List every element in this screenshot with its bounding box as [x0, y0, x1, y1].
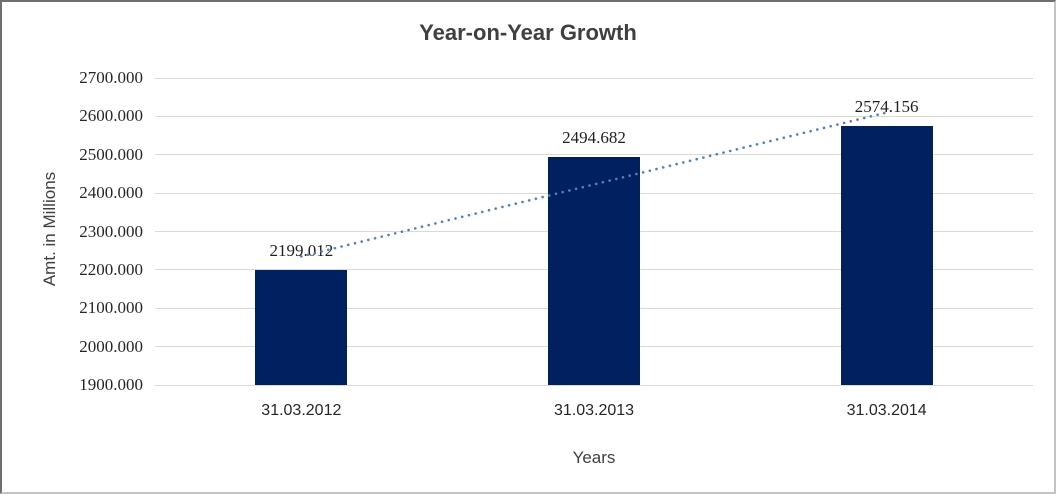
x-axis-title: Years [572, 448, 616, 467]
y-tick-label: 2500.000 [79, 144, 143, 164]
y-axis-tick-labels: 1900.000 2000.000 2100.000 2200.000 2300.000… [2, 68, 143, 394]
chart-title: Year-on-Year Growth [419, 20, 637, 45]
bar-31.03.2012 [255, 270, 348, 385]
bar-value-label: 2199.012 [269, 241, 334, 261]
y-tick-label: 2300.000 [79, 221, 143, 241]
bar-value-label: 2494.682 [562, 127, 626, 147]
x-tick-label: 31.03.2012 [261, 402, 342, 419]
y-tick-label: 1900.000 [79, 375, 143, 394]
y-tick-label: 2600.000 [79, 106, 143, 126]
y-tick-label: 2400.000 [79, 183, 143, 203]
y-tick-label: 2700.000 [79, 68, 143, 87]
y-tick-label: 2000.000 [79, 336, 143, 356]
x-axis-tick-labels: 31.03.2012 31.03.2013 31.03.2014 [155, 402, 1033, 422]
plot-area: 2199.012 2494.682 2574.156 [155, 77, 1033, 386]
y-tick-label: 2100.000 [79, 298, 143, 318]
bar-31.03.2013 [548, 156, 640, 385]
gridline [155, 384, 1033, 386]
gridline [155, 77, 1033, 79]
x-tick-label: 31.03.2013 [553, 402, 635, 419]
bar-31.03.2014 [840, 126, 933, 385]
bar-value-label: 2574.156 [854, 97, 919, 117]
y-tick-label: 2200.000 [79, 259, 143, 279]
x-tick-label: 31.03.2014 [846, 402, 927, 419]
